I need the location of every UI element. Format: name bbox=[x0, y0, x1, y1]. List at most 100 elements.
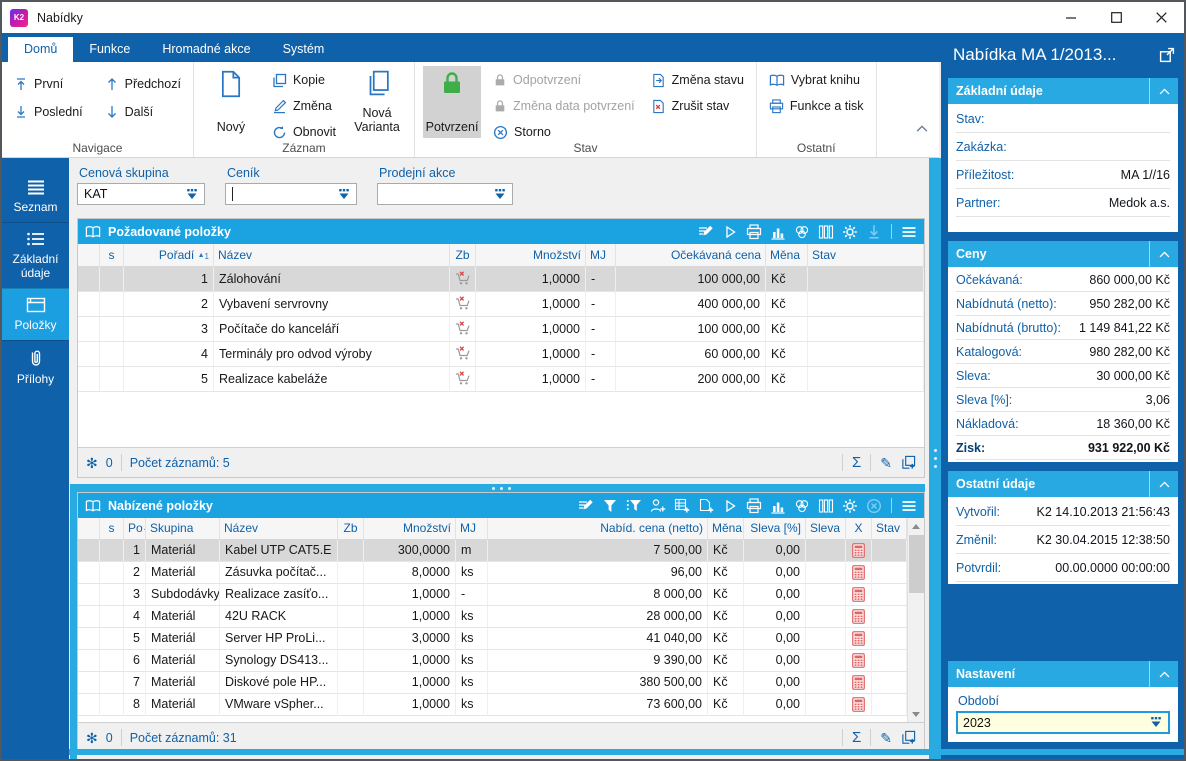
storno-button[interactable]: Storno bbox=[489, 120, 639, 144]
scroll-down-button[interactable] bbox=[908, 706, 924, 722]
clear-state-button[interactable]: Zrušit stav bbox=[647, 94, 748, 118]
tab-funkce[interactable]: Funkce bbox=[89, 42, 131, 56]
column-header-zb[interactable]: Zb bbox=[338, 518, 364, 540]
table-row[interactable]: 5 Materiál Server HP ProLi... 3,0000 ks … bbox=[78, 628, 907, 650]
table-row[interactable]: 3 Počítače do kanceláří 1,0000 - 100 000… bbox=[78, 317, 924, 342]
sum-icon[interactable]: Σ bbox=[851, 728, 862, 746]
next-button[interactable]: Další bbox=[101, 100, 185, 124]
filter-off-icon[interactable]: ✻ bbox=[86, 729, 98, 746]
table-row[interactable]: 4 Materiál 42U RACK 1,0000 ks 28 000,00 … bbox=[78, 606, 907, 628]
functions-print-button[interactable]: Funkce a tisk bbox=[765, 94, 868, 118]
column-header-nazev[interactable]: Název bbox=[220, 518, 338, 540]
sales-action-combo[interactable] bbox=[377, 183, 513, 205]
vertical-splitter[interactable] bbox=[929, 158, 941, 759]
column-header-sleva[interactable]: Sleva bbox=[806, 518, 846, 540]
column-header-mena[interactable]: Měna bbox=[766, 244, 808, 267]
column-header-mena[interactable]: Měna bbox=[708, 518, 744, 540]
column-header-mnozstvi[interactable]: Množství bbox=[364, 518, 456, 540]
column-header-x[interactable]: X bbox=[846, 518, 872, 540]
columns-icon[interactable] bbox=[818, 224, 834, 240]
first-button[interactable]: První bbox=[10, 72, 87, 96]
price-list-combo[interactable] bbox=[225, 183, 357, 205]
column-header-nazev[interactable]: Název bbox=[214, 244, 450, 267]
close-button[interactable] bbox=[1139, 2, 1184, 33]
copy-add-icon[interactable] bbox=[901, 730, 916, 745]
sidebar-item-prilohy[interactable]: Přílohy bbox=[2, 340, 69, 394]
unconfirm-button[interactable]: Odpotvrzení bbox=[489, 68, 639, 92]
table-row[interactable]: 3 Subdodávky Realizace zasíťo... 1,0000 … bbox=[78, 584, 907, 606]
change-state-button[interactable]: Změna stavu bbox=[647, 68, 748, 92]
refresh-button[interactable]: Obnovit bbox=[268, 120, 340, 144]
section-header[interactable]: Ostatní údaje bbox=[948, 471, 1178, 497]
scrollbar-thumb[interactable] bbox=[909, 535, 924, 593]
table-row[interactable]: 5 Realizace kabeláže 1,0000 - 200 000,00… bbox=[78, 367, 924, 392]
sidebar-item-polozky[interactable]: Položky bbox=[2, 288, 69, 340]
table-row[interactable]: 2 Vybavení servrovny 1,0000 - 400 000,00… bbox=[78, 292, 924, 317]
confirm-button[interactable]: Potvrzení bbox=[423, 66, 482, 138]
copy-add-icon[interactable] bbox=[901, 455, 916, 470]
new-button[interactable]: Nový bbox=[202, 66, 260, 138]
column-header-mj[interactable]: MJ bbox=[586, 244, 616, 267]
new-variant-button[interactable]: Nová Varianta bbox=[348, 66, 406, 138]
settings-gear-icon[interactable] bbox=[842, 498, 858, 514]
last-button[interactable]: Poslední bbox=[10, 100, 87, 124]
table-row[interactable]: 6 Materiál Synology DS413... 1,0000 ks 9… bbox=[78, 650, 907, 672]
select-book-button[interactable]: Vybrat knihu bbox=[765, 68, 868, 92]
previous-button[interactable]: Předchozí bbox=[101, 72, 185, 96]
column-header-mj[interactable]: MJ bbox=[456, 518, 488, 540]
edit-icon[interactable]: ✎ bbox=[880, 729, 892, 746]
vertical-scrollbar[interactable] bbox=[907, 518, 924, 722]
run-icon[interactable] bbox=[722, 498, 738, 514]
combo-dropdown-icon[interactable] bbox=[492, 188, 508, 201]
combo-dropdown-icon[interactable] bbox=[184, 188, 200, 201]
table-row[interactable]: 1 Zálohování 1,0000 - 100 000,00 Kč bbox=[78, 267, 924, 292]
edit-mode-icon[interactable] bbox=[578, 498, 594, 514]
print-icon[interactable] bbox=[746, 498, 762, 514]
scroll-up-button[interactable] bbox=[908, 518, 924, 534]
table-row[interactable]: 1 Materiál Kabel UTP CAT5.E 300,0000 m 7… bbox=[78, 540, 907, 562]
sidebar-item-seznam[interactable]: Seznam bbox=[2, 171, 69, 222]
ribbon-collapse-button[interactable] bbox=[915, 124, 929, 133]
sidebar-item-zakladni-udaje[interactable]: Základní údaje bbox=[2, 222, 69, 288]
columns-icon[interactable] bbox=[818, 498, 834, 514]
add-contact-icon[interactable] bbox=[650, 498, 666, 514]
open-detail-icon[interactable] bbox=[1159, 47, 1175, 63]
chart-icon[interactable] bbox=[770, 498, 786, 514]
table-row[interactable]: 2 Materiál Zásuvka počítač... 8,0000 ks … bbox=[78, 562, 907, 584]
table-row[interactable]: 4 Terminály pro odvod výroby 1,0000 - 60… bbox=[78, 342, 924, 367]
section-header[interactable]: Ceny bbox=[948, 241, 1178, 267]
change-confirm-date-button[interactable]: Změna data potvrzení bbox=[489, 94, 639, 118]
column-header-stav[interactable]: Stav bbox=[872, 518, 907, 540]
panel-menu-icon[interactable] bbox=[901, 498, 917, 514]
sum-icon[interactable]: Σ bbox=[851, 453, 862, 471]
panel-menu-icon[interactable] bbox=[901, 224, 917, 240]
relations-icon[interactable] bbox=[794, 224, 810, 240]
filter-icon[interactable] bbox=[602, 498, 618, 514]
column-header-stav[interactable]: Stav bbox=[808, 244, 924, 267]
copy-button[interactable]: Kopie bbox=[268, 68, 340, 92]
column-header-sleva-pct[interactable]: Sleva [%] bbox=[744, 518, 806, 540]
combo-dropdown-icon[interactable] bbox=[336, 188, 352, 201]
column-header-s[interactable]: s bbox=[100, 244, 124, 267]
minimize-button[interactable] bbox=[1049, 2, 1094, 33]
edit-mode-icon[interactable] bbox=[698, 224, 714, 240]
table-row[interactable]: 8 Materiál VMware vSpher... 1,0000 ks 73… bbox=[78, 694, 907, 716]
maximize-button[interactable] bbox=[1094, 2, 1139, 33]
edit-icon[interactable]: ✎ bbox=[880, 454, 892, 471]
column-header-po[interactable]: Po▲1 bbox=[124, 518, 146, 540]
run-icon[interactable] bbox=[722, 224, 738, 240]
column-header-cena[interactable]: Nabíd. cena (netto) bbox=[488, 518, 708, 540]
column-header-mnozstvi[interactable]: Množství bbox=[476, 244, 586, 267]
column-header-s[interactable]: s bbox=[100, 518, 124, 540]
add-grid-icon[interactable] bbox=[674, 498, 690, 514]
change-button[interactable]: Změna bbox=[268, 94, 340, 118]
section-header[interactable]: Základní údaje bbox=[948, 78, 1178, 104]
tab-domu[interactable]: Domů bbox=[8, 37, 74, 62]
tab-hromadne-akce[interactable]: Hromadné akce bbox=[162, 42, 251, 56]
column-header-zb[interactable]: Zb bbox=[450, 244, 476, 267]
filter-options-icon[interactable] bbox=[626, 498, 642, 514]
horizontal-splitter[interactable] bbox=[77, 484, 925, 492]
print-icon[interactable] bbox=[746, 224, 762, 240]
column-header-poradi[interactable]: Pořadí ▲1 bbox=[124, 244, 214, 267]
filter-off-icon[interactable]: ✻ bbox=[86, 454, 98, 471]
